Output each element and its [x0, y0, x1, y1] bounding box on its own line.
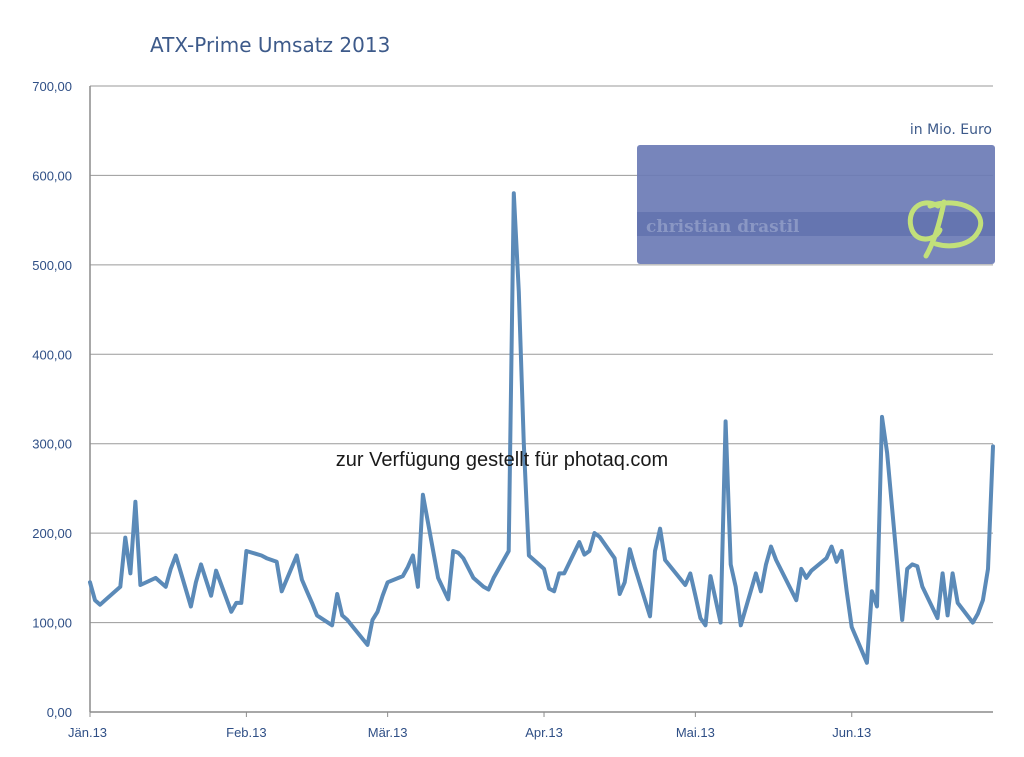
gridlines — [90, 85, 993, 624]
y-axis-tick-labels: 0,00 100,00 200,00 300,00 400,00 500,00 600,00… — [32, 79, 72, 720]
series-line — [88, 191, 995, 665]
y-tick-label: 100,00 — [32, 616, 72, 631]
y-tick-label: 0,00 — [47, 705, 72, 720]
brand-name: christian drastil — [646, 217, 800, 237]
chart-title: ATX-Prime Umsatz 2013 — [150, 33, 390, 57]
watermark-box: christian drastil — [637, 145, 995, 264]
y-tick-label: 300,00 — [32, 437, 72, 452]
x-tick-label: Jän.13 — [68, 725, 107, 740]
y-tick-label: 700,00 — [32, 79, 72, 94]
credit-watermark: zur Verfügung gestellt für photaq.com — [336, 449, 668, 471]
y-tick-label: 500,00 — [32, 258, 72, 273]
x-tick-label: Apr.13 — [525, 725, 563, 740]
x-tick-label: Feb.13 — [226, 725, 266, 740]
x-tick-label: Mai.13 — [676, 725, 715, 740]
x-tick-label: Mär.13 — [368, 725, 408, 740]
y-tick-label: 200,00 — [32, 526, 72, 541]
unit-note: in Mio. Euro — [910, 122, 992, 138]
y-tick-label: 400,00 — [32, 347, 72, 362]
x-tick-label: Jun.13 — [832, 725, 871, 740]
cd-logo-icon — [907, 199, 983, 259]
x-axis-tick-labels: Jän.13 Feb.13 Mär.13 Apr.13 Mai.13 Jun.13 — [68, 712, 871, 740]
data-points — [89, 193, 994, 663]
y-tick-label: 600,00 — [32, 168, 72, 183]
